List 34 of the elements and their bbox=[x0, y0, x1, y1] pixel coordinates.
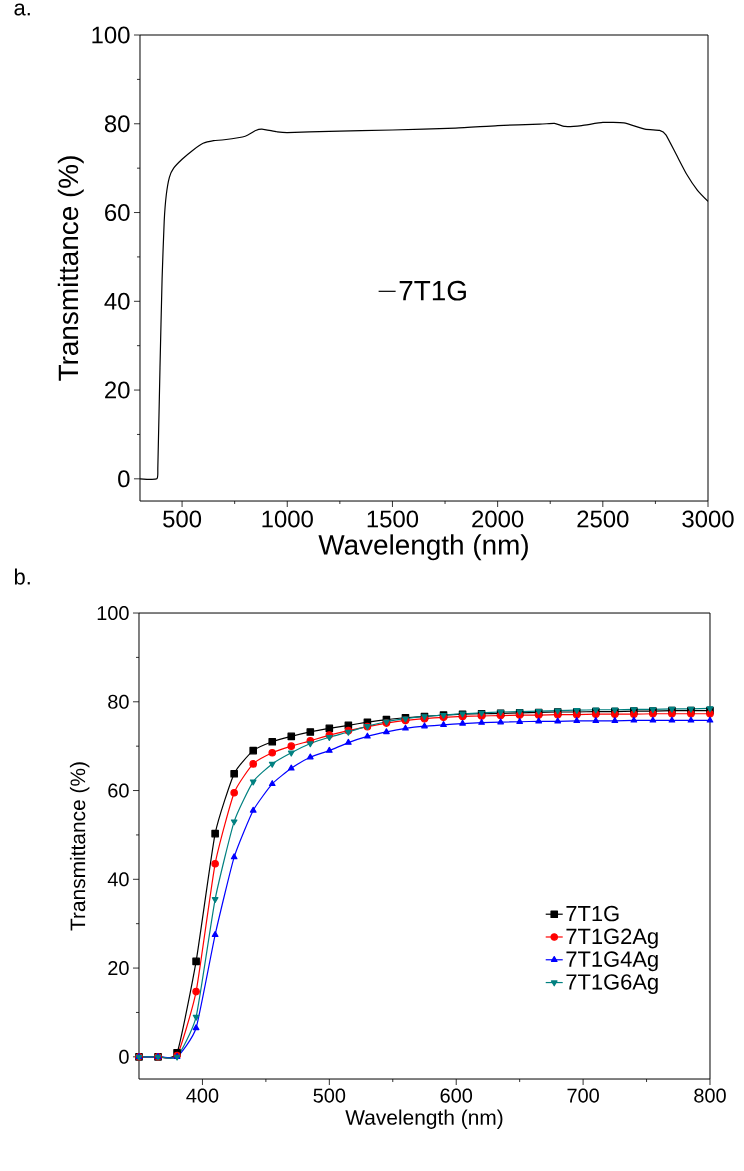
x-tick-label: 700 bbox=[567, 1088, 599, 1103]
y-axis-title: Transmittance (%) bbox=[69, 762, 90, 931]
legend-label: 7T1G bbox=[566, 905, 619, 922]
y-tick-label: 40 bbox=[104, 292, 130, 310]
x-axis-title: Wavelength (nm) bbox=[318, 534, 528, 561]
x-tick-label: 800 bbox=[694, 1088, 726, 1103]
y-tick-label: 60 bbox=[108, 783, 129, 798]
text: b. bbox=[14, 568, 30, 585]
legend-label: 7T1G4Ag bbox=[566, 951, 658, 972]
y-tick-label: 20 bbox=[108, 961, 129, 976]
x-tick-label: 2500 bbox=[577, 510, 629, 528]
x-tick-label: 500 bbox=[163, 510, 202, 528]
legend-label: 7T1G bbox=[399, 280, 466, 301]
y-tick-label: 100 bbox=[92, 26, 130, 44]
y-tick-label: 20 bbox=[105, 381, 130, 399]
x-tick-label: 2000 bbox=[472, 510, 524, 528]
y-tick-label: 40 bbox=[107, 872, 129, 887]
y-tick-label: 100 bbox=[97, 605, 129, 621]
x-tick-label: 400 bbox=[186, 1088, 219, 1103]
y-tick-label: 80 bbox=[108, 694, 129, 709]
x-axis-title: Wavelength (nm) bbox=[345, 1109, 503, 1129]
y-tick-label: 0 bbox=[118, 470, 130, 488]
text: a. bbox=[14, 3, 30, 16]
x-tick-label: 1500 bbox=[367, 510, 419, 528]
y-tick-label: 60 bbox=[105, 204, 130, 221]
legend-label: 7T1G6Ag bbox=[566, 974, 658, 995]
y-axis-title: Transmittance (%) bbox=[57, 156, 84, 381]
legend-label: 7T1G2Ag bbox=[566, 928, 658, 949]
x-tick-label: 3000 bbox=[682, 510, 734, 528]
x-tick-label: 1000 bbox=[262, 510, 313, 528]
y-tick-label: 80 bbox=[104, 115, 130, 133]
x-tick-label: 500 bbox=[313, 1088, 346, 1103]
y-tick-label: 0 bbox=[119, 1049, 129, 1064]
x-tick-label: 600 bbox=[440, 1088, 473, 1103]
